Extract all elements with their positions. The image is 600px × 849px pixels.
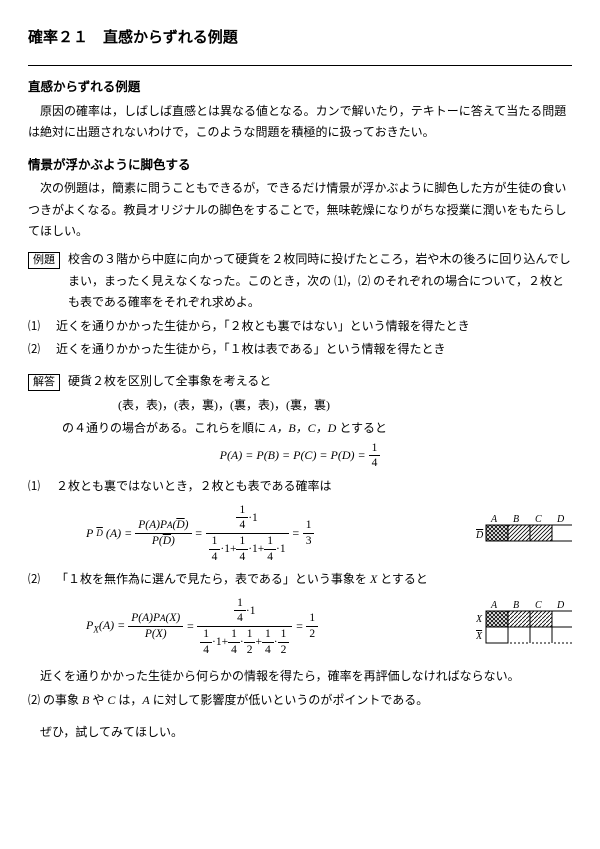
prob-equation: P(A) = P(B) = P(C) = P(D) = 14: [28, 442, 572, 470]
section2-para: 次の例題は，簡素に問うこともできるが，できるだけ情景が浮かぶように脚色した方が生…: [28, 178, 572, 243]
answer-block: 解答 硬貨２枚を区別して全事象を考えると: [28, 371, 572, 393]
q1-num: ⑴: [28, 316, 56, 338]
part2: ⑵ 「１枚を無作為に選んで見たら，表である」という事象を X とすると: [28, 569, 572, 591]
q1-text: 近くを通りかかった生徒から，「２枚とも裏ではない」という情報を得たとき: [56, 316, 572, 338]
svg-text:B: B: [513, 514, 519, 525]
closing-p2: ⑵ の事象 B や C は，A に対して影響度が低いというのがポイントである。: [28, 690, 572, 712]
part1-num: ⑴: [28, 476, 56, 498]
svg-text:D: D: [476, 530, 484, 541]
closing-p1: 近くを通りかかった生徒から何らかの情報を得たら，確率を再評価しなければならない。: [28, 666, 572, 688]
q2-text: 近くを通りかかった生徒から，「１枚は表である」という情報を得たとき: [56, 339, 572, 361]
outcomes: (表，表)，(表，裏)，(裏，表)，(裏，裏): [118, 395, 572, 417]
section1-para: 原因の確率は，しばしば直感とは異なる値となる。カンで解いたり，テキトーに答えて当…: [28, 101, 572, 144]
example-q1: ⑴ 近くを通りかかった生徒から，「２枚とも裏ではない」という情報を得たとき: [28, 316, 572, 338]
section2-heading: 情景が浮かぶように脚色する: [28, 154, 572, 177]
example-block: 例題 校舎の３階から中庭に向かって硬貨を２枚同時に投げたところ，岩や木の後ろに回…: [28, 249, 572, 314]
svg-text:A: A: [490, 600, 498, 611]
example-label: 例題: [28, 252, 60, 269]
part1-diagram: A B C D D: [476, 513, 572, 555]
part2-diagram: A B C D X X: [476, 599, 572, 655]
svg-text:A: A: [490, 514, 498, 525]
part2-num: ⑵: [28, 569, 56, 591]
svg-text:C: C: [535, 600, 542, 611]
closing-p3: ぜひ，試してみてほしい。: [28, 722, 572, 744]
part2-text: 「１枚を無作為に選んで見たら，表である」という事象を X とすると: [56, 569, 572, 591]
svg-text:X: X: [476, 631, 483, 642]
example-q2: ⑵ 近くを通りかかった生徒から，「１枚は表である」という情報を得たとき: [28, 339, 572, 361]
svg-text:D: D: [556, 600, 565, 611]
section1-heading: 直感からずれる例題: [28, 76, 572, 99]
svg-text:D: D: [556, 514, 565, 525]
part1-eq: PD(A) = P(A)PA(D) P(D) = 14·1 14·1+14·1+…: [86, 504, 572, 564]
svg-text:C: C: [535, 514, 542, 525]
part1-text: ２枚とも裏ではないとき，２枚とも表である確率は: [56, 476, 572, 498]
answer-line2: の４通りの場合がある。これらを順に A，B，C，D とすると: [62, 418, 572, 440]
part2-eq: PX(A) = P(A)PA(X) P(X) = 14·1 14·1+14·12…: [86, 597, 572, 657]
svg-text:B: B: [513, 600, 519, 611]
svg-text:X: X: [476, 614, 483, 625]
divider: [28, 65, 572, 66]
example-body: 校舎の３階から中庭に向かって硬貨を２枚同時に投げたところ，岩や木の後ろに回り込ん…: [68, 252, 571, 309]
part1: ⑴ ２枚とも裏ではないとき，２枚とも表である確率は: [28, 476, 572, 498]
page-title: 確率２１ 直感からずれる例題: [28, 24, 572, 51]
q2-num: ⑵: [28, 339, 56, 361]
answer-line1: 硬貨２枚を区別して全事象を考えると: [68, 374, 271, 388]
answer-label: 解答: [28, 374, 60, 391]
